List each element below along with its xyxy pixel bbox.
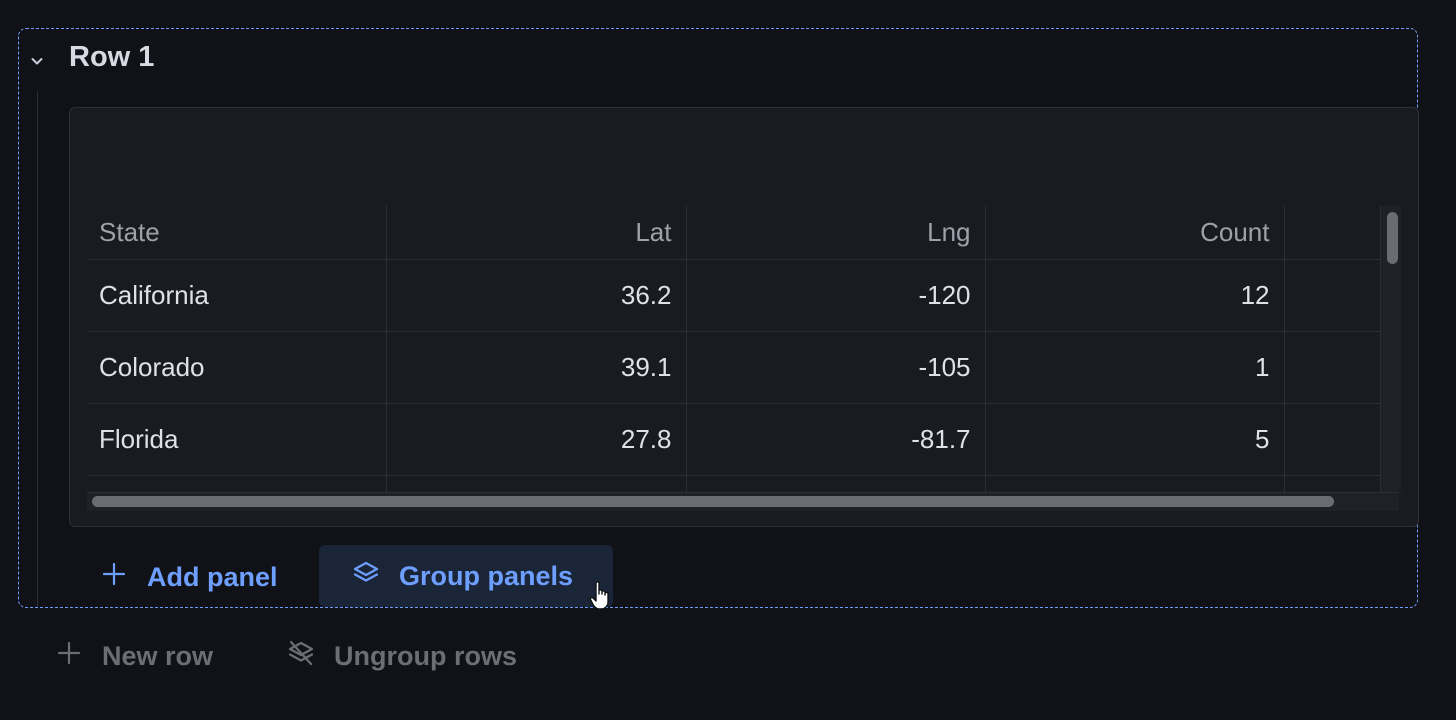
plus-icon — [56, 640, 102, 673]
column-header-count[interactable]: Count — [985, 205, 1285, 260]
group-panels-label: Group panels — [399, 560, 574, 591]
cell-lat: 36.2 — [386, 259, 687, 332]
cell-state: Florida — [87, 403, 387, 476]
cell-lat: 39.1 — [386, 331, 687, 404]
row-guide-line — [37, 91, 38, 607]
cell-lng: -105 — [686, 331, 986, 404]
table-viewport[interactable]: State Lat Lng Count California 36.2 -120… — [87, 205, 1399, 511]
column-header-extra[interactable] — [1284, 205, 1399, 260]
plus-icon — [101, 561, 147, 594]
table-row: Colorado 39.1 -105 1 — [87, 331, 1399, 404]
data-table: State Lat Lng Count California 36.2 -120… — [87, 205, 1399, 511]
cell-count: 12 — [985, 259, 1285, 332]
add-panel-button[interactable]: Add panel — [101, 547, 278, 607]
vertical-scrollbar[interactable] — [1380, 206, 1401, 492]
group-panels-button[interactable]: Group panels — [319, 545, 613, 607]
table-panel[interactable]: State Lat Lng Count California 36.2 -120… — [69, 107, 1419, 527]
layers-icon — [351, 558, 399, 595]
cell-lng: -120 — [686, 259, 986, 332]
column-header-state[interactable]: State — [87, 205, 387, 260]
horizontal-scroll-thumb[interactable] — [92, 496, 1334, 507]
chevron-down-icon[interactable] — [27, 51, 47, 71]
cell-lat: 27.8 — [386, 403, 687, 476]
table-header-row: State Lat Lng Count — [87, 205, 1399, 260]
cell-lng: -81.7 — [686, 403, 986, 476]
layers-slash-icon — [286, 638, 334, 675]
add-panel-label: Add panel — [147, 561, 278, 592]
cell-extra — [1284, 259, 1399, 332]
cell-count: 1 — [985, 331, 1285, 404]
hand-pointer-icon — [588, 580, 616, 612]
cell-state: Colorado — [87, 331, 387, 404]
new-row-label: New row — [102, 640, 214, 671]
cell-extra — [1284, 403, 1399, 476]
new-row-button[interactable]: New row — [56, 626, 213, 686]
row-title[interactable]: Row 1 — [69, 41, 155, 73]
ungroup-rows-label: Ungroup rows — [334, 640, 517, 671]
table-row: Florida 27.8 -81.7 5 — [87, 403, 1399, 476]
ungroup-rows-button[interactable]: Ungroup rows — [286, 626, 517, 686]
cell-extra — [1284, 331, 1399, 404]
cell-state: California — [87, 259, 387, 332]
column-header-lat[interactable]: Lat — [386, 205, 687, 260]
row-group-dropzone: Row 1 State Lat Lng Count — [18, 28, 1419, 608]
cell-count: 5 — [985, 403, 1285, 476]
column-header-lng[interactable]: Lng — [686, 205, 986, 260]
table-row: California 36.2 -120 12 — [87, 259, 1399, 332]
vertical-scroll-thumb[interactable] — [1387, 212, 1398, 264]
